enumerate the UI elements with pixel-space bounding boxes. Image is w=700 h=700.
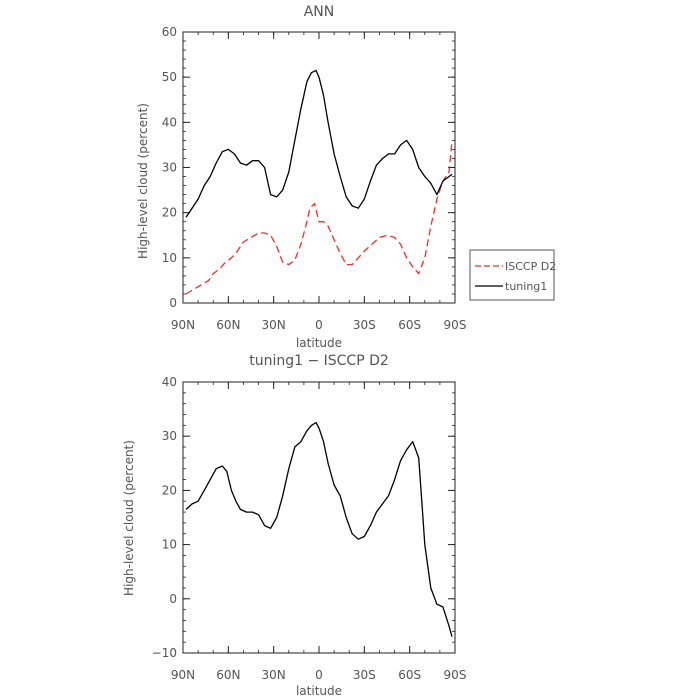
x-tick-label: 30S xyxy=(353,318,376,332)
x-axis-label: latitude xyxy=(296,336,342,350)
y-tick-label: −10 xyxy=(152,646,177,660)
x-tick-label: 90S xyxy=(444,318,467,332)
y-tick-label: 40 xyxy=(162,375,177,389)
y-tick-label: 10 xyxy=(162,538,177,552)
y-tick-label: 20 xyxy=(162,206,177,220)
x-tick-label: 90N xyxy=(171,318,195,332)
series-line-isccp-d2 xyxy=(185,140,453,295)
x-tick-label: 90N xyxy=(171,668,195,682)
legend-label-tuning1: tuning1 xyxy=(505,280,547,293)
y-tick-label: 10 xyxy=(162,251,177,265)
x-tick-label: 60S xyxy=(398,668,421,682)
y-tick-label: 40 xyxy=(162,115,177,129)
chart-title: ANN xyxy=(304,4,335,20)
legend: ISCCP D2 tuning1 xyxy=(469,249,556,301)
x-tick-label: 60S xyxy=(398,318,421,332)
x-tick-label: 30N xyxy=(262,318,286,332)
x-tick-label: 30S xyxy=(353,668,376,682)
x-tick-label: 90S xyxy=(444,668,467,682)
series-line-tuning1 xyxy=(185,69,453,218)
y-tick-label: 0 xyxy=(169,592,177,606)
x-tick-label: 30N xyxy=(262,668,286,682)
x-tick-label: 0 xyxy=(315,668,323,682)
x-tick-label: 0 xyxy=(315,318,323,332)
chart-title: tuning1 − ISCCP D2 xyxy=(249,353,389,369)
legend-label-isccp-d2: ISCCP D2 xyxy=(505,260,556,273)
y-tick-label: 60 xyxy=(162,25,177,39)
y-axis-label: High-level cloud (percent) xyxy=(122,440,136,596)
plot-frame xyxy=(182,381,456,654)
x-tick-label: 60N xyxy=(216,318,240,332)
plot-frame xyxy=(182,31,456,304)
panel-difference: tuning1 − ISCCP D2 High-level cloud (per… xyxy=(122,353,466,698)
y-axis-label: High-level cloud (percent) xyxy=(136,103,150,259)
x-axis-label: latitude xyxy=(296,684,342,698)
panel-ann: ANN High-level cloud (percent) latitude … xyxy=(136,4,466,350)
y-tick-label: 0 xyxy=(169,296,177,310)
series-line-difference xyxy=(185,421,453,637)
y-tick-label: 50 xyxy=(162,70,177,84)
x-tick-label: 60N xyxy=(216,668,240,682)
y-tick-label: 20 xyxy=(162,483,177,497)
legend-box xyxy=(469,249,555,301)
y-tick-label: 30 xyxy=(162,429,177,443)
y-tick-label: 30 xyxy=(162,161,177,175)
